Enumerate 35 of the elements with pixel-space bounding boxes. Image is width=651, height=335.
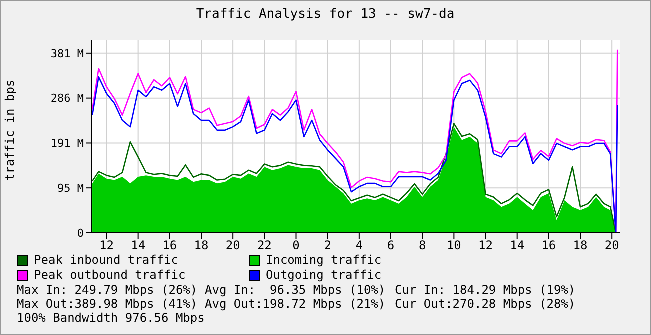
- x-tick-label: 12: [100, 238, 114, 253]
- x-tick-label: 14: [131, 238, 146, 253]
- x-tick-label: 4: [356, 238, 364, 253]
- legend-label: Peak inbound traffic: [34, 253, 178, 267]
- y-tick-label: 381 M: [50, 47, 84, 60]
- chart-title: Traffic Analysis for 13 -- sw7-da: [195, 7, 456, 22]
- text: Max In: 249.79 Mbps (26%): [17, 283, 199, 297]
- x-tick-label: 12: [478, 238, 493, 253]
- y-tick-label: 286 M: [50, 92, 84, 106]
- x-tick-label: 16: [162, 238, 178, 253]
- x-tick-label: 0: [292, 238, 300, 253]
- legend-label: Incoming traffic: [266, 253, 382, 267]
- y-tick-label: 0: [77, 226, 84, 240]
- x-tick-label: 10: [446, 238, 462, 253]
- x-tick-label: 18: [573, 238, 588, 253]
- y-tick-label: 191 M: [50, 137, 84, 150]
- x-tick-label: 8: [418, 238, 426, 253]
- text: Cur Out:270.28 Mbps (28%): [395, 297, 577, 311]
- legend-label: Outgoing traffic: [266, 268, 382, 282]
- x-tick-label: 22: [257, 238, 272, 253]
- text: Avg Out:198.72 Mbps (21%): [205, 297, 387, 311]
- y-tick-label: 95 M: [58, 182, 84, 195]
- text: Cur In: 184.29 Mbps (19%): [395, 283, 577, 297]
- legend-label: Peak outbound traffic: [34, 268, 186, 282]
- x-tick-label: 20: [604, 238, 620, 253]
- y-axis-title: traffic in bps: [3, 78, 17, 181]
- x-tick-label: 6: [387, 238, 395, 253]
- x-tick-label: 16: [542, 238, 556, 253]
- x-tick-label: 2: [324, 238, 332, 253]
- x-tick-label: 18: [194, 238, 209, 253]
- text: Avg In: 96.35 Mbps (10%): [205, 283, 387, 297]
- text: Max Out:389.98 Mbps (41%): [17, 297, 199, 311]
- text: 100% Bandwidth 976.56 Mbps: [17, 311, 206, 325]
- x-tick-label: 20: [226, 238, 240, 253]
- x-tick-label: 14: [510, 238, 525, 253]
